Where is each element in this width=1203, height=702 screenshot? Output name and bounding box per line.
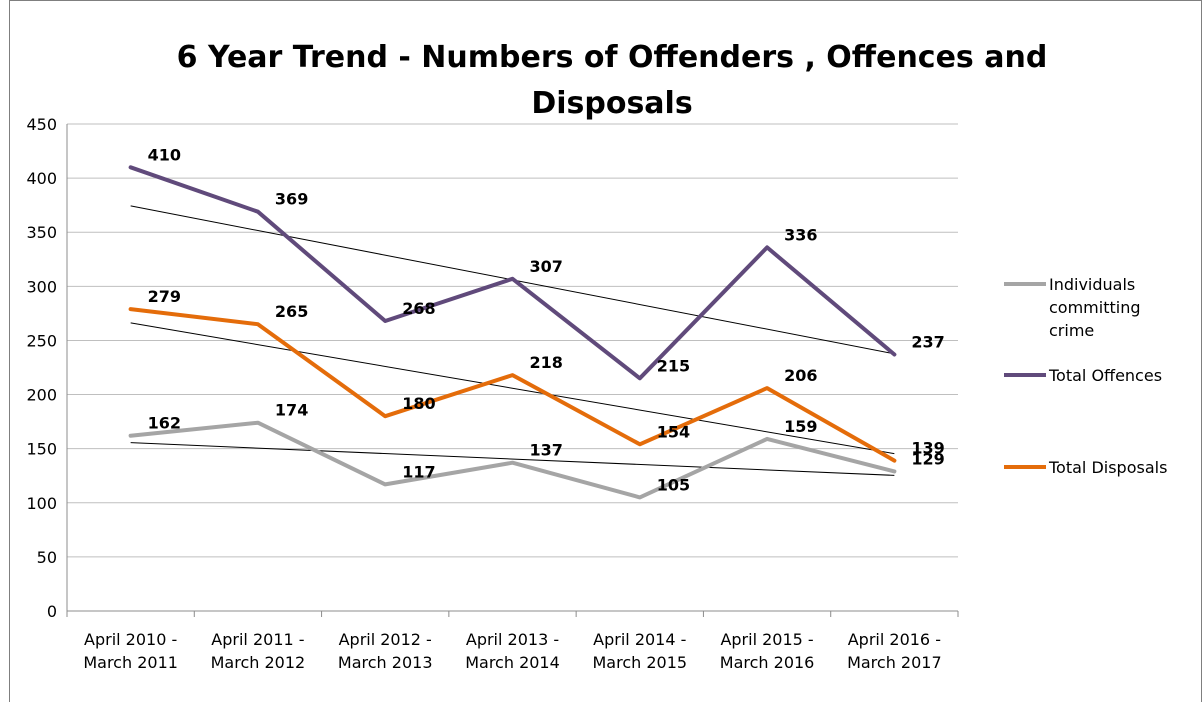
x-tick-label: April 2011 - [211, 630, 304, 649]
gridlines [67, 123, 958, 558]
x-axis: April 2010 - March 2011 April 2011 - March … [66, 124, 959, 672]
x-tick-label: April 2010 - [84, 630, 177, 649]
data-label: 279 [148, 287, 181, 306]
data-label: 410 [148, 145, 181, 164]
chart-title-line-1: 6 Year Trend - Numbers of Offenders , Of… [177, 40, 1048, 75]
y-tick-label: 250 [26, 331, 57, 350]
data-label: 137 [530, 441, 563, 460]
x-tick-label: April 2016 - [848, 630, 941, 649]
y-tick-label: 400 [26, 169, 57, 188]
data-label: 218 [530, 353, 563, 372]
legend-label: Total Disposals [1048, 458, 1167, 477]
trendline [130, 442, 895, 476]
y-tick-label: 50 [37, 548, 57, 567]
data-label: 369 [275, 190, 308, 209]
data-label: 159 [784, 417, 817, 436]
data-label: 105 [657, 475, 690, 494]
x-tick-label: April 2015 - [720, 630, 813, 649]
data-label: 206 [784, 366, 817, 385]
x-tick-label: March 2012 [211, 653, 306, 672]
x-tick-label: April 2013 - [466, 630, 559, 649]
data-label: 180 [402, 394, 435, 413]
chart-title-line-2: Disposals [531, 86, 692, 121]
y-tick-label: 300 [26, 277, 57, 296]
x-tick-label: March 2015 [592, 653, 687, 672]
legend-label: Total Offences [1048, 366, 1162, 385]
data-label: 174 [275, 401, 308, 420]
data-label: 237 [911, 333, 944, 352]
x-tick-label: March 2016 [720, 653, 815, 672]
data-label: 265 [275, 302, 308, 321]
y-tick-label: 350 [26, 223, 57, 242]
data-labels: 162 174 117 137 105 159 129 410 369 268 307 215 336 2… [148, 145, 945, 494]
y-tick-label: 0 [47, 602, 57, 621]
data-label: 307 [530, 257, 563, 276]
data-label: 336 [784, 225, 817, 244]
series-line [128, 307, 897, 463]
x-tick-label: April 2012 - [339, 630, 432, 649]
y-axis-ticks: 0 50 100 150 200 250 300 350 400 450 [26, 115, 57, 621]
series-line [128, 420, 897, 500]
x-tick-label: March 2013 [338, 653, 433, 672]
trendline [130, 322, 895, 455]
legend: Individuals committing crime Total Offences… [1004, 275, 1167, 477]
x-tick-label: March 2011 [83, 653, 178, 672]
data-label: 129 [911, 449, 944, 468]
y-tick-label: 200 [26, 386, 57, 405]
data-label: 215 [657, 356, 690, 375]
y-tick-label: 450 [26, 115, 57, 134]
x-tick-label: April 2014 - [593, 630, 686, 649]
y-tick-label: 150 [26, 440, 57, 459]
data-label: 139 [911, 439, 944, 458]
data-label: 162 [148, 414, 181, 433]
data-label: 117 [402, 462, 435, 481]
legend-label: Individuals [1049, 275, 1135, 294]
data-label: 154 [657, 422, 690, 441]
x-tick-label: March 2014 [465, 653, 560, 672]
series-line [128, 165, 897, 381]
legend-label: crime [1049, 321, 1094, 340]
x-tick-label: March 2017 [847, 653, 942, 672]
y-tick-label: 100 [26, 494, 57, 513]
series-lines [128, 165, 897, 500]
data-label: 268 [402, 299, 435, 318]
legend-label: committing [1049, 298, 1141, 317]
chart-frame [9, 0, 1202, 702]
